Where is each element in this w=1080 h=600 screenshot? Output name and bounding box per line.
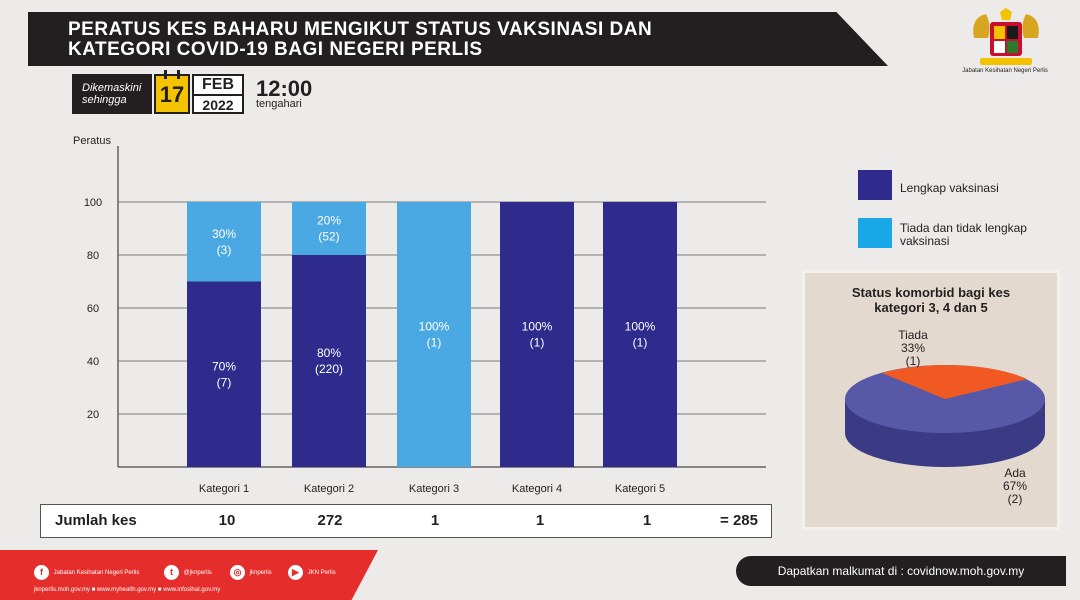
pie-label-tiada-count: (1) bbox=[905, 354, 921, 368]
total-kategori-2: 272 bbox=[317, 512, 343, 529]
count-label-kategori-2-series-1: (220) bbox=[315, 362, 343, 376]
legend-item-complete: Lengkap vaksinasi bbox=[858, 170, 1068, 204]
data-label-kategori-2-series-2: 20% bbox=[317, 214, 341, 228]
x-tick-label-kategori-4: Kategori 4 bbox=[512, 483, 562, 495]
totals-label: Jumlah kes bbox=[55, 512, 137, 529]
bar-kategori-3-series-2 bbox=[397, 202, 471, 467]
bar-kategori-1-series-1 bbox=[187, 281, 261, 467]
legend-swatch-complete bbox=[858, 170, 892, 200]
x-tick-label-kategori-2: Kategori 2 bbox=[304, 483, 354, 495]
count-label-kategori-5-series-1: (1) bbox=[633, 336, 648, 350]
total-kategori-3: 1 bbox=[430, 512, 440, 529]
title-banner: PERATUS KES BAHARU MENGIKUT STATUS VAKSI… bbox=[28, 12, 888, 66]
social-facebook[interactable]: f Jabatan Kesihatan Negeri Perlis bbox=[34, 565, 139, 581]
updated-label-line2: sehingga bbox=[82, 94, 127, 106]
social-youtube-label: JKN Perlis bbox=[307, 570, 336, 577]
calendar-month: FEB bbox=[194, 76, 242, 96]
count-label-kategori-3-series-2: (1) bbox=[427, 336, 442, 350]
y-tick-label-100: 100 bbox=[84, 197, 102, 209]
pie-label-tiada-name: Tiada bbox=[898, 328, 928, 342]
calendar-month-year: FEB 2022 bbox=[192, 74, 244, 114]
bar-kategori-1-series-2 bbox=[187, 202, 261, 282]
total-kategori-1: 10 bbox=[218, 512, 236, 529]
pie-label-ada-name: Ada bbox=[1004, 466, 1026, 480]
pie-label-tiada-percent: 33% bbox=[900, 341, 926, 355]
legend-swatch-incomplete bbox=[858, 218, 892, 248]
update-time-note: tengahari bbox=[256, 98, 302, 110]
total-kategori-5: 1 bbox=[642, 512, 652, 529]
pie-slice-tiada bbox=[882, 365, 1027, 399]
data-label-kategori-5-series-1: 100% bbox=[625, 320, 656, 334]
social-twitter-label: @jknperlis bbox=[183, 570, 212, 577]
data-label-kategori-3-series-2: 100% bbox=[419, 320, 450, 334]
social-instagram-label: jknperlis bbox=[249, 570, 272, 577]
pie-chart bbox=[845, 365, 1045, 467]
legend-label-complete: Lengkap vaksinasi bbox=[900, 181, 999, 195]
logo-caption: Jabatan Kesihatan Negeri Perlis bbox=[962, 68, 1048, 74]
y-axis-label: Peratus bbox=[73, 135, 111, 147]
twitter-icon: t bbox=[164, 565, 179, 580]
pie-label-ada-percent: 67% bbox=[1002, 479, 1028, 493]
bar-kategori-4-series-1 bbox=[500, 202, 574, 467]
bar-kategori-2-series-1 bbox=[292, 255, 366, 467]
y-tick-label-60: 60 bbox=[87, 303, 99, 315]
footer-info-link[interactable]: Dapatkan malkumat di : covidnow.moh.gov.… bbox=[736, 556, 1066, 586]
social-youtube[interactable]: ▶ JKN Perlis bbox=[288, 565, 336, 581]
count-label-kategori-1-series-1: (7) bbox=[217, 375, 232, 389]
updated-label: Dikemaskini sehingga bbox=[72, 74, 152, 114]
data-label-kategori-1-series-1: 70% bbox=[212, 359, 236, 373]
data-label-kategori-2-series-1: 80% bbox=[317, 346, 341, 360]
count-label-kategori-2-series-2: (52) bbox=[318, 230, 339, 244]
y-tick-label-80: 80 bbox=[87, 250, 99, 262]
pie-label-ada: Ada 67% (2) bbox=[985, 467, 1045, 506]
count-label-kategori-4-series-1: (1) bbox=[530, 336, 545, 350]
updated-label-line1: Dikemaskini bbox=[82, 82, 142, 94]
comorbidity-pie-panel: Status komorbid bagi kes kategori 3, 4 d… bbox=[802, 270, 1060, 530]
grand-total: = 285 bbox=[720, 512, 758, 529]
count-label-kategori-1-series-2: (3) bbox=[217, 243, 232, 257]
pie-title: Status komorbid bagi kes kategori 3, 4 d… bbox=[851, 285, 1011, 315]
footer-urls[interactable]: jknperlis.moh.gov.my ■ www.myhealth.gov.… bbox=[34, 587, 221, 593]
x-tick-label-kategori-1: Kategori 1 bbox=[199, 483, 249, 495]
data-label-kategori-4-series-1: 100% bbox=[522, 320, 553, 334]
chart-legend: Lengkap vaksinasi Tiada dan tidak lengka… bbox=[858, 170, 1068, 266]
x-tick-label-kategori-5: Kategori 5 bbox=[615, 483, 665, 495]
pie-label-ada-count: (2) bbox=[1007, 492, 1023, 506]
data-label-kategori-1-series-2: 30% bbox=[212, 227, 236, 241]
footer-social-bar bbox=[0, 550, 378, 600]
totals-row: Jumlah kes 10 272 1 1 1 = 285 bbox=[40, 504, 772, 538]
bar-kategori-2-series-2 bbox=[292, 202, 366, 255]
instagram-icon: ◎ bbox=[230, 565, 245, 580]
legend-item-incomplete: Tiada dan tidak lengkap vaksinasi bbox=[858, 218, 1068, 252]
social-twitter[interactable]: t @jknperlis bbox=[164, 565, 212, 581]
y-tick-label-20: 20 bbox=[87, 409, 99, 421]
update-time: 12:00 bbox=[256, 76, 313, 101]
youtube-icon: ▶ bbox=[288, 565, 303, 580]
y-tick-label-40: 40 bbox=[87, 356, 99, 368]
calendar-year: 2022 bbox=[202, 97, 234, 113]
total-kategori-4: 1 bbox=[535, 512, 545, 529]
page-title: PERATUS KES BAHARU MENGIKUT STATUS VAKSI… bbox=[68, 19, 653, 60]
social-facebook-label: Jabatan Kesihatan Negeri Perlis bbox=[53, 570, 140, 577]
calendar-day: 17 bbox=[154, 70, 190, 114]
social-instagram[interactable]: ◎ jknperlis bbox=[230, 565, 272, 581]
bar-kategori-5-series-1 bbox=[603, 202, 677, 467]
legend-label-incomplete: Tiada dan tidak lengkap vaksinasi bbox=[900, 221, 1027, 248]
pie-label-tiada: Tiada 33% (1) bbox=[883, 329, 943, 368]
x-tick-label-kategori-3: Kategori 3 bbox=[409, 483, 459, 495]
coat-of-arms-logo bbox=[973, 8, 1039, 65]
facebook-icon: f bbox=[34, 565, 49, 580]
